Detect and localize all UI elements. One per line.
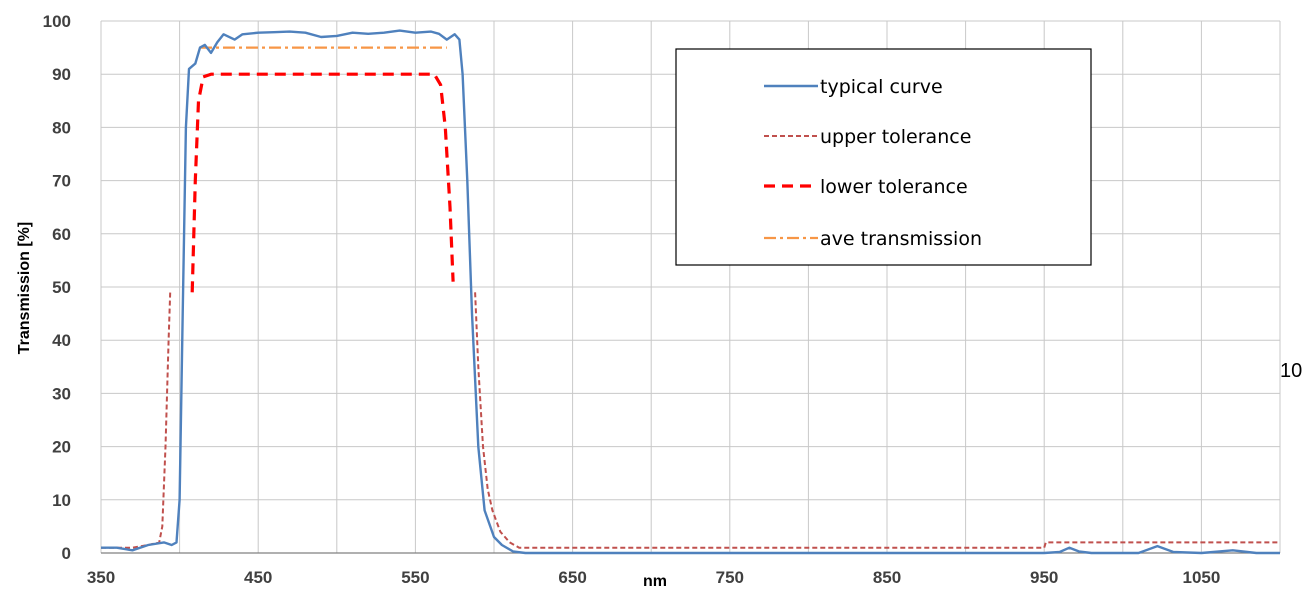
series-line-upper-tolerance-1 (474, 292, 1280, 549)
x-tick-label-4: 750 (716, 568, 744, 587)
legend-label-typical-curve: typical curve (820, 76, 943, 98)
x-tick-label-3: 650 (558, 568, 586, 587)
tick-labels: 0 10 20 30 40 50 60 70 80 90 100 350 450 550 650 750 850… (43, 12, 1221, 587)
x-tick-label-7: 1050 (1182, 568, 1220, 587)
x-tick-label-5: 850 (873, 568, 901, 587)
x-axis-title: nm (643, 573, 667, 590)
y-tick-label-0: 0 (62, 544, 71, 563)
y-axis-title: Transmission [%] (16, 222, 33, 354)
y-tick-label-9: 90 (52, 65, 71, 84)
x-tick-label-6: 950 (1030, 568, 1058, 587)
legend-label-ave-transmission: ave transmission (820, 228, 982, 250)
series-layer (101, 29, 1280, 555)
y-tick-label-5: 50 (52, 278, 71, 297)
legend-label-upper-tolerance: upper tolerance (820, 126, 971, 148)
y-tick-label-10: 100 (43, 12, 71, 31)
series-line-lower-tolerance-0 (190, 72, 455, 293)
y-tick-label-7: 70 (52, 172, 71, 191)
y-tick-label-6: 60 (52, 225, 71, 244)
series-line-upper-tolerance-0 (101, 292, 172, 549)
y-tick-label-1: 10 (52, 491, 71, 510)
legend: typical curve upper tolerance lower tolera… (675, 48, 1092, 266)
x-tick-label-1: 450 (244, 568, 272, 587)
legend-label-lower-tolerance: lower tolerance (820, 176, 968, 198)
series-line-typical-curve-0 (101, 29, 1280, 555)
grid-lines (100, 20, 1281, 554)
y-tick-label-3: 30 (52, 384, 71, 403)
y-tick-label-2: 20 (52, 438, 71, 457)
y-tick-label-4: 40 (52, 331, 71, 350)
legend-box (675, 48, 1092, 266)
y-tick-label-8: 80 (52, 118, 71, 137)
x-tick-label-2: 550 (401, 568, 429, 587)
x-tick-label-0: 350 (87, 568, 115, 587)
margin-note: 10 (1280, 360, 1303, 382)
